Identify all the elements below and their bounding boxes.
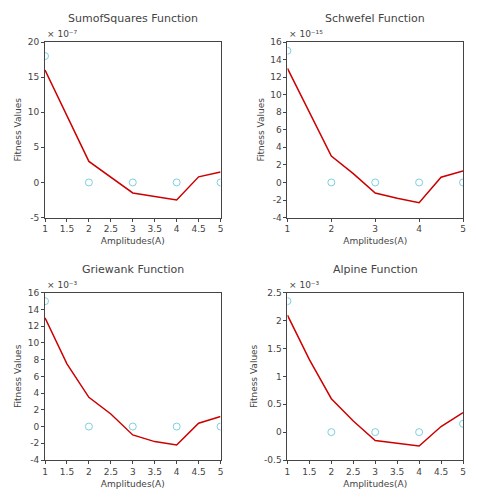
- svg-text:× 10⁻³: × 10⁻³: [289, 280, 320, 290]
- svg-text:1.5: 1.5: [60, 224, 74, 234]
- svg-text:Fitness Values: Fitness Values: [13, 344, 23, 408]
- svg-text:8: 8: [33, 355, 39, 365]
- svg-text:2.5: 2.5: [104, 467, 118, 477]
- svg-text:5: 5: [33, 142, 39, 152]
- svg-text:1.5: 1.5: [302, 467, 316, 477]
- svg-text:Griewank Function: Griewank Function: [82, 263, 184, 276]
- svg-text:2.5: 2.5: [346, 467, 360, 477]
- svg-text:3.5: 3.5: [148, 467, 162, 477]
- svg-text:14: 14: [270, 55, 282, 65]
- svg-text:15: 15: [28, 72, 39, 82]
- svg-text:0: 0: [276, 427, 282, 437]
- svg-text:× 10⁻³: × 10⁻³: [47, 280, 78, 290]
- svg-text:1: 1: [42, 224, 48, 234]
- svg-text:4.5: 4.5: [434, 467, 448, 477]
- svg-text:4: 4: [416, 224, 422, 234]
- svg-text:2: 2: [276, 160, 282, 170]
- svg-text:16: 16: [28, 288, 40, 298]
- svg-text:4: 4: [33, 388, 39, 398]
- svg-text:0.5: 0.5: [267, 399, 281, 409]
- svg-text:4.5: 4.5: [191, 467, 205, 477]
- svg-text:1: 1: [42, 467, 48, 477]
- svg-text:3: 3: [130, 467, 136, 477]
- svg-text:2: 2: [276, 316, 282, 326]
- svg-text:0: 0: [276, 178, 282, 188]
- svg-text:4: 4: [416, 467, 422, 477]
- svg-text:-2: -2: [30, 438, 39, 448]
- svg-text:-4: -4: [273, 213, 282, 223]
- svg-text:-4: -4: [30, 455, 39, 465]
- svg-text:5: 5: [460, 467, 466, 477]
- svg-text:Amplitudes(A): Amplitudes(A): [101, 236, 165, 246]
- svg-text:3: 3: [372, 224, 378, 234]
- svg-text:-0.5: -0.5: [264, 455, 282, 465]
- svg-text:4.5: 4.5: [191, 224, 205, 234]
- svg-text:3: 3: [372, 467, 378, 477]
- svg-text:4: 4: [276, 142, 282, 152]
- svg-text:2: 2: [86, 467, 92, 477]
- svg-text:× 10⁻⁷: × 10⁻⁷: [47, 29, 78, 39]
- svg-text:4: 4: [174, 467, 180, 477]
- svg-text:12: 12: [270, 72, 281, 82]
- svg-text:1: 1: [285, 224, 291, 234]
- svg-text:Amplitudes(A): Amplitudes(A): [343, 479, 407, 489]
- svg-text:0: 0: [33, 422, 39, 432]
- svg-text:10: 10: [270, 90, 282, 100]
- svg-text:-2: -2: [273, 195, 282, 205]
- svg-text:2: 2: [328, 467, 334, 477]
- svg-text:5: 5: [218, 467, 224, 477]
- svg-text:2.5: 2.5: [104, 224, 118, 234]
- svg-text:Fitness Values: Fitness Values: [249, 344, 259, 408]
- svg-text:10: 10: [28, 338, 40, 348]
- svg-text:6: 6: [33, 372, 39, 382]
- svg-text:Fitness Values: Fitness Values: [256, 98, 266, 162]
- svg-text:Amplitudes(A): Amplitudes(A): [101, 479, 165, 489]
- svg-text:3.5: 3.5: [148, 224, 162, 234]
- svg-text:0: 0: [33, 178, 39, 188]
- svg-text:× 10⁻¹⁵: × 10⁻¹⁵: [289, 29, 323, 39]
- svg-text:16: 16: [270, 37, 282, 47]
- svg-text:5: 5: [218, 224, 224, 234]
- svg-text:Amplitudes(A): Amplitudes(A): [343, 236, 407, 246]
- svg-text:14: 14: [28, 305, 40, 315]
- svg-text:1.5: 1.5: [60, 467, 74, 477]
- svg-text:SumofSquares Function: SumofSquares Function: [68, 12, 198, 25]
- svg-text:8: 8: [276, 107, 282, 117]
- svg-text:-5: -5: [30, 213, 39, 223]
- svg-text:Alpine Function: Alpine Function: [333, 263, 418, 276]
- svg-text:3.5: 3.5: [390, 467, 404, 477]
- svg-text:10: 10: [28, 107, 40, 117]
- svg-text:Schwefel Function: Schwefel Function: [325, 12, 425, 25]
- svg-text:1: 1: [276, 372, 282, 382]
- svg-text:1.5: 1.5: [267, 344, 281, 354]
- svg-text:2.5: 2.5: [267, 288, 281, 298]
- svg-text:5: 5: [460, 224, 466, 234]
- svg-text:1: 1: [285, 467, 291, 477]
- svg-text:4: 4: [174, 224, 180, 234]
- svg-text:20: 20: [28, 37, 40, 47]
- svg-text:6: 6: [276, 125, 282, 135]
- svg-text:2: 2: [33, 405, 39, 415]
- svg-text:3: 3: [130, 224, 136, 234]
- svg-text:Fitness Values: Fitness Values: [13, 98, 23, 162]
- svg-text:2: 2: [86, 224, 92, 234]
- svg-text:2: 2: [328, 224, 334, 234]
- svg-text:12: 12: [28, 321, 39, 331]
